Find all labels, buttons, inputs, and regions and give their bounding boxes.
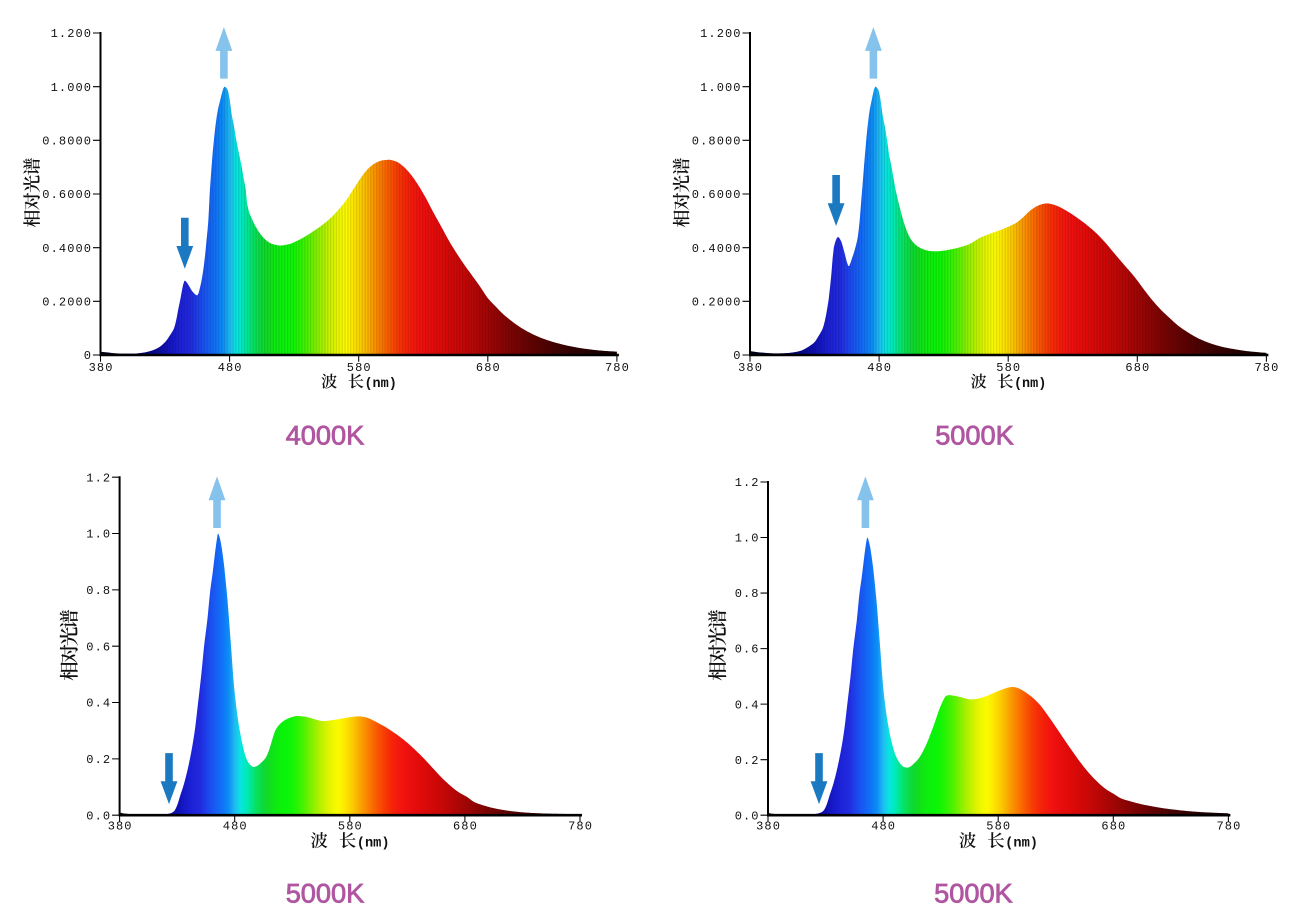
svg-text:(nm): (nm) (357, 837, 390, 852)
svg-text:(nm): (nm) (1014, 377, 1046, 392)
svg-text:1.200: 1.200 (700, 27, 742, 41)
svg-text:380: 380 (756, 819, 781, 833)
svg-text:0.6: 0.6 (86, 640, 111, 654)
svg-text:680: 680 (476, 361, 501, 375)
svg-text:5000K: 5000K (934, 878, 1013, 909)
svg-text:0.8000: 0.8000 (42, 134, 92, 148)
svg-text:0.2: 0.2 (735, 754, 760, 768)
svg-text:480: 480 (871, 819, 896, 833)
svg-text:0.4: 0.4 (86, 697, 111, 711)
svg-text:1.000: 1.000 (51, 81, 93, 95)
svg-text:0: 0 (84, 349, 92, 363)
svg-text:480: 480 (223, 819, 248, 833)
svg-text:1.0: 1.0 (735, 532, 760, 546)
svg-text:0.0: 0.0 (735, 809, 760, 823)
svg-text:1.200: 1.200 (51, 27, 93, 41)
svg-text:580: 580 (338, 819, 363, 833)
svg-text:480: 480 (867, 361, 892, 375)
svg-text:580: 580 (996, 361, 1021, 375)
svg-text:0.4: 0.4 (735, 698, 760, 712)
svg-text:580: 580 (347, 361, 372, 375)
svg-text:5000K: 5000K (935, 420, 1014, 451)
svg-text:(nm): (nm) (1005, 837, 1038, 852)
svg-text:0.0: 0.0 (86, 809, 111, 823)
svg-text:0.8: 0.8 (86, 584, 111, 598)
svg-text:380: 380 (738, 361, 763, 375)
svg-text:780: 780 (605, 361, 630, 375)
svg-text:780: 780 (568, 819, 593, 833)
svg-text:480: 480 (218, 361, 243, 375)
svg-text:0.6000: 0.6000 (42, 188, 92, 202)
svg-text:0.2: 0.2 (86, 753, 111, 767)
svg-text:0.2000: 0.2000 (42, 295, 92, 309)
svg-text:0.8: 0.8 (735, 587, 760, 601)
svg-text:0.4000: 0.4000 (42, 242, 92, 256)
svg-text:780: 780 (1255, 361, 1280, 375)
svg-text:680: 680 (1101, 819, 1126, 833)
svg-text:680: 680 (453, 819, 478, 833)
svg-text:0.8000: 0.8000 (692, 134, 742, 148)
svg-text:0.2000: 0.2000 (692, 295, 742, 309)
svg-text:380: 380 (89, 361, 114, 375)
svg-text:680: 680 (1125, 361, 1150, 375)
svg-text:0.6: 0.6 (735, 643, 760, 657)
svg-text:780: 780 (1217, 819, 1242, 833)
svg-text:5000K: 5000K (286, 878, 365, 909)
svg-text:0.4000: 0.4000 (692, 242, 742, 256)
svg-text:(nm): (nm) (364, 377, 396, 392)
svg-text:4000K: 4000K (286, 420, 365, 451)
svg-text:1.2: 1.2 (735, 476, 760, 490)
svg-text:580: 580 (986, 819, 1011, 833)
svg-text:1.000: 1.000 (700, 81, 742, 95)
svg-text:0: 0 (733, 349, 741, 363)
svg-text:0.6000: 0.6000 (692, 188, 742, 202)
svg-text:1.2: 1.2 (86, 471, 111, 485)
svg-text:380: 380 (108, 819, 133, 833)
svg-text:1.0: 1.0 (86, 528, 111, 542)
